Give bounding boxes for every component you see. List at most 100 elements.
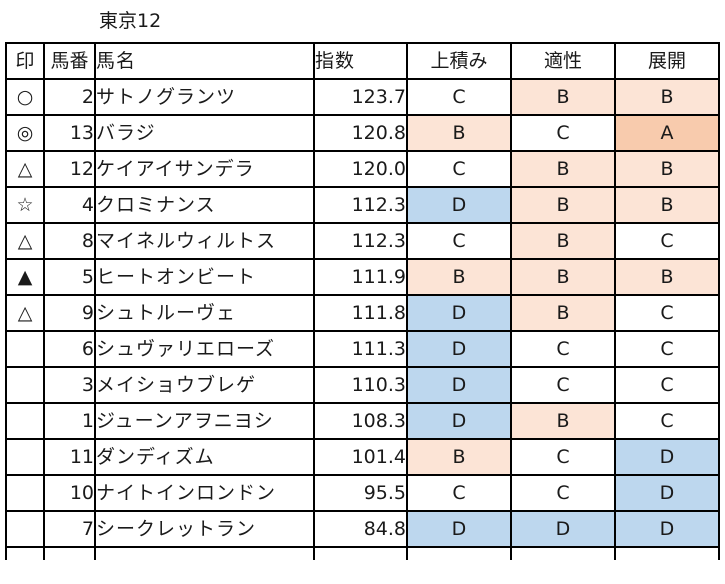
number-cell: 7 <box>43 510 96 548</box>
table-row: 6 シュヴァリエローズ 111.3 D C C <box>5 330 720 368</box>
number-cell: 9 <box>43 294 96 332</box>
index-cell: 110.3 <box>313 366 408 404</box>
late-gain-cell: C <box>406 150 512 188</box>
table-row: △ 8 マイネルウィルトス 112.3 C B C <box>5 222 720 260</box>
aptitude-cell: B <box>510 186 616 224</box>
table-row: △ 12 ケイアイサンデラ 120.0 C B B <box>5 150 720 188</box>
late-gain-cell: B <box>406 438 512 476</box>
late-gain-cell: B <box>406 258 512 296</box>
number-cell: 5 <box>43 258 96 296</box>
index-cell: 123.7 <box>313 78 408 116</box>
table-row: 11 ダンディズム 101.4 B C D <box>5 438 720 476</box>
index-cell: 108.3 <box>313 402 408 440</box>
number-cell: 3 <box>43 366 96 404</box>
horse-table: 印 馬番 馬名 指数 上積み 適性 展開 ○ 2 サトノグランツ 123.7 C B B ◎ 1… <box>5 42 720 560</box>
late-gain-cell: D <box>406 330 512 368</box>
late-gain-cell: B <box>406 114 512 152</box>
late-gain-cell: C <box>406 222 512 260</box>
table-row: ▲ 5 ヒートオンビート 111.9 B B B <box>5 258 720 296</box>
header-pace: 展開 <box>614 42 720 80</box>
aptitude-cell: B <box>510 258 616 296</box>
number-cell: 10 <box>43 474 96 512</box>
name-cell: マイネルウィルトス <box>94 222 315 260</box>
name-cell: ジューンアヲニヨシ <box>94 402 315 440</box>
name-cell: バラジ <box>94 114 315 152</box>
pace-cell: B <box>614 258 720 296</box>
index-cell: 120.0 <box>313 150 408 188</box>
name-cell: シュトルーヴェ <box>94 294 315 332</box>
index-cell: 84.8 <box>313 510 408 548</box>
mark-cell: ▲ <box>5 258 45 296</box>
aptitude-cell: C <box>510 474 616 512</box>
table-row: 3 メイショウブレゲ 110.3 D C C <box>5 366 720 404</box>
number-cell: 6 <box>43 330 96 368</box>
pace-cell: B <box>614 78 720 116</box>
name-cell: メイショウブレゲ <box>94 366 315 404</box>
mark-cell <box>5 474 45 512</box>
empty-cell <box>510 546 616 560</box>
mark-cell <box>5 366 45 404</box>
pace-cell: D <box>614 510 720 548</box>
mark-cell <box>5 438 45 476</box>
header-number: 馬番 <box>43 42 96 80</box>
index-cell: 95.5 <box>313 474 408 512</box>
pace-cell: A <box>614 114 720 152</box>
table-row: 7 シークレットラン 84.8 D D D <box>5 510 720 548</box>
name-cell: ヒートオンビート <box>94 258 315 296</box>
header-aptitude: 適性 <box>510 42 616 80</box>
number-cell: 11 <box>43 438 96 476</box>
number-cell: 4 <box>43 186 96 224</box>
pace-cell: B <box>614 150 720 188</box>
empty-cell <box>5 546 45 560</box>
table-row: ☆ 4 クロミナンス 112.3 D B B <box>5 186 720 224</box>
pace-cell: B <box>614 186 720 224</box>
mark-cell: △ <box>5 294 45 332</box>
index-cell: 101.4 <box>313 438 408 476</box>
name-cell: クロミナンス <box>94 186 315 224</box>
table-row: △ 9 シュトルーヴェ 111.8 D B C <box>5 294 720 332</box>
index-cell: 111.9 <box>313 258 408 296</box>
table-row: 10 ナイトインロンドン 95.5 C C D <box>5 474 720 512</box>
pace-cell: C <box>614 294 720 332</box>
number-cell: 13 <box>43 114 96 152</box>
pace-cell: C <box>614 402 720 440</box>
table-row: ○ 2 サトノグランツ 123.7 C B B <box>5 78 720 116</box>
mark-cell <box>5 510 45 548</box>
mark-cell: △ <box>5 222 45 260</box>
aptitude-cell: B <box>510 222 616 260</box>
table-row: 1 ジューンアヲニヨシ 108.3 D B C <box>5 402 720 440</box>
number-cell: 2 <box>43 78 96 116</box>
header-index: 指数 <box>313 42 408 80</box>
empty-row <box>5 546 720 560</box>
mark-cell: ☆ <box>5 186 45 224</box>
pace-cell: C <box>614 366 720 404</box>
header-mark: 印 <box>5 42 45 80</box>
aptitude-cell: B <box>510 78 616 116</box>
late-gain-cell: C <box>406 474 512 512</box>
index-cell: 112.3 <box>313 186 408 224</box>
index-cell: 120.8 <box>313 114 408 152</box>
empty-cell <box>614 546 720 560</box>
aptitude-cell: C <box>510 438 616 476</box>
mark-cell: ◎ <box>5 114 45 152</box>
number-cell: 1 <box>43 402 96 440</box>
mark-cell <box>5 330 45 368</box>
name-cell: ナイトインロンドン <box>94 474 315 512</box>
aptitude-cell: B <box>510 294 616 332</box>
aptitude-cell: C <box>510 330 616 368</box>
empty-cell <box>313 546 408 560</box>
number-cell: 12 <box>43 150 96 188</box>
header-name: 馬名 <box>94 42 315 80</box>
index-cell: 112.3 <box>313 222 408 260</box>
index-cell: 111.8 <box>313 294 408 332</box>
empty-cell <box>94 546 315 560</box>
header-late-gain: 上積み <box>406 42 512 80</box>
empty-cell <box>43 546 96 560</box>
late-gain-cell: D <box>406 510 512 548</box>
mark-cell <box>5 402 45 440</box>
race-title: 東京12 <box>99 10 162 32</box>
aptitude-cell: B <box>510 150 616 188</box>
late-gain-cell: C <box>406 78 512 116</box>
aptitude-cell: C <box>510 366 616 404</box>
late-gain-cell: D <box>406 186 512 224</box>
